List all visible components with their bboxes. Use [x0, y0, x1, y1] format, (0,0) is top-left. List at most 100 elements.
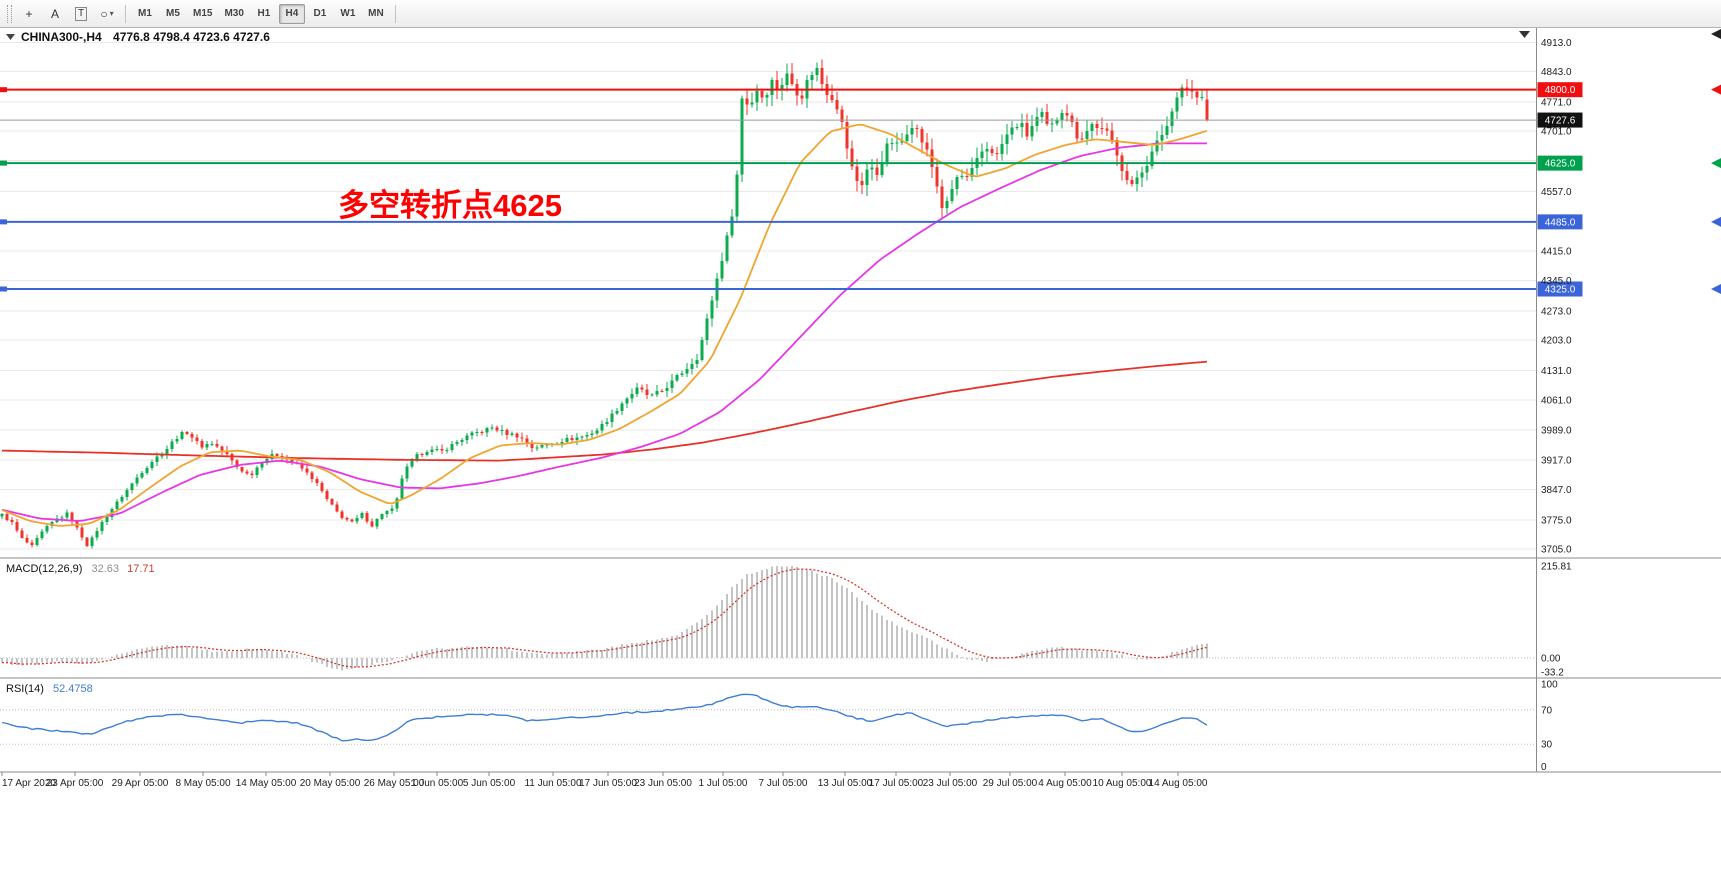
svg-text:4843.0: 4843.0 — [1541, 67, 1572, 78]
svg-text:4557.0: 4557.0 — [1541, 187, 1572, 198]
macd-panel: 215.81 0.00 -33.2 — [0, 562, 1572, 679]
svg-text:1 Jun 05:00: 1 Jun 05:00 — [411, 778, 464, 789]
svg-text:4485.0: 4485.0 — [1545, 217, 1576, 228]
text-t-icon: T — [74, 6, 88, 21]
svg-text:13 Jul 05:00: 13 Jul 05:00 — [818, 778, 873, 789]
svg-text:100: 100 — [1541, 680, 1558, 691]
support-line-4485-right-edge-marker — [1711, 216, 1721, 227]
toolbar-separator-2 — [394, 4, 396, 23]
svg-text:215.81: 215.81 — [1541, 562, 1572, 573]
macd-signal-line — [1, 568, 1208, 668]
svg-text:10 Aug 05:00: 10 Aug 05:00 — [1093, 778, 1152, 789]
svg-text:26 May 05:00: 26 May 05:00 — [364, 778, 425, 789]
macd-main-value: 32.63 — [91, 563, 119, 575]
svg-text:4913.0: 4913.0 — [1541, 38, 1572, 49]
timeframe-button-m5[interactable]: M5 — [160, 4, 186, 24]
shapes-icon: ○ — [100, 6, 108, 21]
timeframe-button-w1[interactable]: W1 — [335, 4, 361, 24]
label-a-icon: A — [50, 6, 59, 21]
timeframe-button-d1[interactable]: D1 — [307, 4, 333, 24]
svg-text:17 Jun 05:00: 17 Jun 05:00 — [579, 778, 637, 789]
price-tag-4485.0: 4485.0 — [1537, 214, 1583, 230]
svg-text:17 Apr 2020: 17 Apr 2020 — [2, 778, 56, 789]
timeframe-button-m30[interactable]: M30 — [219, 4, 248, 24]
timeframe-button-m1[interactable]: M1 — [132, 4, 158, 24]
svg-text:8 May 05:00: 8 May 05:00 — [175, 778, 230, 789]
svg-text:29 Apr 05:00: 29 Apr 05:00 — [112, 778, 169, 789]
svg-text:4800.0: 4800.0 — [1545, 85, 1576, 96]
crosshair-tool-button[interactable]: + — [17, 3, 41, 24]
svg-text:CHINA300-,H4 4776.8 47: CHINA300-,H4 4776.8 4798.4 4723.6 4727.6 — [21, 30, 270, 44]
support-line-4325-right-edge-marker — [1711, 284, 1721, 295]
rsi-panel: 100 70 30 0 — [0, 680, 1558, 773]
price-tag-4625.0: 4625.0 — [1537, 155, 1583, 171]
chart-shift-marker-icon[interactable] — [1519, 31, 1530, 38]
svg-text:4701.0: 4701.0 — [1541, 127, 1572, 138]
panel-separators[interactable] — [0, 28, 1721, 773]
price-axis[interactable]: 4913.0 4843.0 4771.0 4701.0 4557.0 4415.0 4345… — [1541, 38, 1572, 556]
rsi-title: RSI(14) — [6, 683, 44, 695]
macd-title: MACD(12,26,9) — [6, 563, 82, 575]
svg-text:0: 0 — [1541, 762, 1547, 773]
svg-text:4325.0: 4325.0 — [1545, 285, 1576, 296]
chart-ohlc-values: 4776.8 4798.4 4723.6 4727.6 — [113, 30, 270, 44]
svg-text:3989.0: 3989.0 — [1541, 426, 1572, 437]
svg-text:0.00: 0.00 — [1541, 654, 1561, 665]
svg-text:11 Jun 05:00: 11 Jun 05:00 — [524, 778, 582, 789]
svg-text:23 Apr 05:00: 23 Apr 05:00 — [47, 778, 104, 789]
annotation-text[interactable]: 多空转折点4625 — [338, 188, 562, 223]
svg-text:4345.0: 4345.0 — [1541, 276, 1572, 287]
timeframe-button-h1[interactable]: H1 — [251, 4, 277, 24]
main-toolbar: + A T ○ ▾ M1 M5 M15 M30 H1 H4 D1 W1 MN — [0, 0, 1721, 28]
svg-text:70: 70 — [1541, 705, 1553, 716]
timeframe-button-m15[interactable]: M15 — [188, 4, 217, 24]
chart-window[interactable]: 4800.0 4625.0 4485.0 4325.0 4727.6 4913.0 4843… — [0, 28, 1721, 792]
svg-text:7 Jul 05:00: 7 Jul 05:00 — [759, 778, 808, 789]
pivot-line-4625-left-marker — [0, 160, 7, 166]
svg-text:20 May 05:00: 20 May 05:00 — [300, 778, 361, 789]
price-tag-4800.0: 4800.0 — [1537, 82, 1583, 98]
ma-fast-line — [1, 123, 1208, 527]
macd-histogram — [1, 566, 1208, 671]
dropdown-arrow-icon: ▾ — [109, 9, 114, 18]
chart-canvas[interactable]: 4800.0 4625.0 4485.0 4325.0 4727.6 4913.0 4843… — [0, 28, 1721, 792]
rsi-label: RSI(14) 52.4758 — [6, 683, 93, 695]
text-label-tool-button[interactable]: A — [43, 3, 67, 24]
ma-mid-line — [1, 142, 1207, 522]
timeframe-button-h4[interactable]: H4 — [278, 3, 305, 24]
svg-text:4061.0: 4061.0 — [1541, 395, 1572, 406]
svg-text:14 May 05:00: 14 May 05:00 — [236, 778, 297, 789]
support-line-4485-left-marker — [0, 219, 7, 225]
bottom-empty-area — [0, 792, 1721, 894]
macd-signal-value: 17.71 — [127, 563, 155, 575]
svg-text:4771.0: 4771.0 — [1541, 97, 1572, 108]
svg-text:23 Jul 05:00: 23 Jul 05:00 — [923, 778, 978, 789]
svg-text:4203.0: 4203.0 — [1541, 336, 1572, 347]
shapes-tool-button[interactable]: ○ ▾ — [95, 3, 119, 24]
resistance-line-4800-left-marker — [0, 87, 7, 93]
svg-text:14 Aug 05:00: 14 Aug 05:00 — [1149, 778, 1208, 789]
timeframe-button-mn[interactable]: MN — [363, 4, 389, 24]
svg-text:17 Jul 05:00: 17 Jul 05:00 — [869, 778, 924, 789]
ma-slow-line — [1, 360, 1208, 462]
text-tool-button[interactable]: T — [69, 3, 93, 24]
symbol-panel-toggle-icon[interactable] — [6, 34, 15, 40]
right-edge-top-marker — [1711, 29, 1721, 39]
rsi-value: 52.4758 — [53, 683, 93, 695]
svg-text:5 Jun 05:00: 5 Jun 05:00 — [463, 778, 516, 789]
pivot-line-4625-right-edge-marker — [1711, 158, 1721, 169]
svg-text:3705.0: 3705.0 — [1541, 545, 1572, 556]
crosshair-icon: + — [25, 6, 33, 21]
resistance-line-4800-right-edge-marker — [1711, 84, 1721, 95]
svg-text:30: 30 — [1541, 740, 1553, 751]
svg-text:4625.0: 4625.0 — [1545, 159, 1576, 170]
svg-text:4 Aug 05:00: 4 Aug 05:00 — [1038, 778, 1092, 789]
price-gridlines — [0, 41, 1536, 550]
svg-text:4415.0: 4415.0 — [1541, 247, 1572, 258]
toolbar-grip[interactable] — [7, 4, 12, 23]
svg-text:4727.6: 4727.6 — [1545, 116, 1576, 127]
rsi-line — [1, 693, 1208, 742]
svg-text:-33.2: -33.2 — [1541, 668, 1564, 679]
candlesticks — [0, 59, 1209, 549]
